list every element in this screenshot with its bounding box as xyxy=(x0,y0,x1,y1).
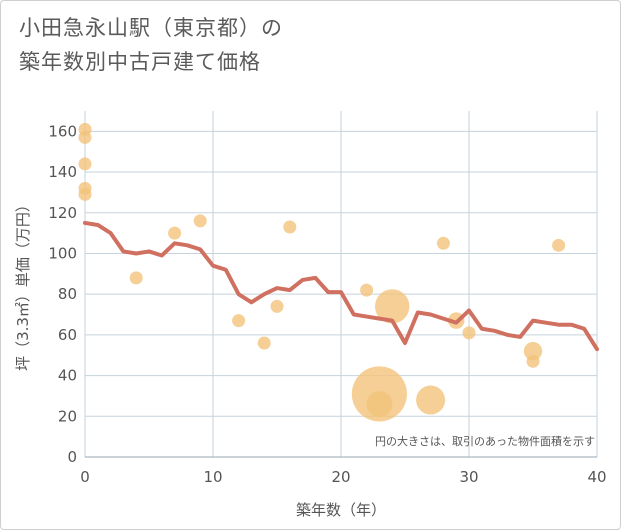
x-tick-label: 40 xyxy=(587,468,606,486)
x-axis-title: 築年数（年） xyxy=(296,501,386,519)
x-tick-label: 0 xyxy=(80,468,90,486)
bubble-point xyxy=(257,336,271,350)
bubble-point xyxy=(78,187,92,201)
bubble-point xyxy=(232,314,246,328)
y-tick-label: 0 xyxy=(67,448,77,466)
size-note: 円の大きさは、取引のあった物件面積を示す xyxy=(375,434,595,448)
bubble-point xyxy=(462,326,476,340)
y-tick-label: 120 xyxy=(48,204,77,222)
series-line xyxy=(83,220,599,352)
tick-layer: 0 20 40 60 80 100 120 140 160 0 10 20 30 40 xyxy=(48,122,606,486)
bubble-point xyxy=(283,220,297,234)
bubble-point xyxy=(375,289,410,324)
bubble-point xyxy=(526,354,540,368)
y-axis-title: 坪（3.3㎡）単価（万円） xyxy=(14,197,32,371)
bubble-point xyxy=(436,236,450,250)
bubble-point xyxy=(360,283,374,297)
bubble-point xyxy=(193,214,207,228)
y-tick-label: 60 xyxy=(58,326,77,344)
x-tick-label: 10 xyxy=(203,468,222,486)
grid-layer xyxy=(84,111,598,458)
y-tick-label: 40 xyxy=(58,367,77,385)
bubble-point xyxy=(168,226,182,240)
chart-title-line1: 小田急永山駅（東京都）の xyxy=(19,16,283,40)
chart-title-line2: 築年数別中古戸建て価格 xyxy=(19,50,261,74)
bubble-point xyxy=(523,341,543,361)
y-tick-label: 140 xyxy=(48,163,77,181)
y-tick-label: 80 xyxy=(58,285,77,303)
bubble-point xyxy=(416,385,446,415)
bubble-layer xyxy=(78,122,566,422)
y-tick-label: 20 xyxy=(58,407,77,425)
bubble-point xyxy=(366,391,393,418)
bubble-point xyxy=(270,299,284,313)
bubble-point xyxy=(552,238,566,252)
y-tick-label: 160 xyxy=(48,122,77,140)
y-tick-label: 100 xyxy=(48,244,77,262)
bubble-point xyxy=(129,271,143,285)
chart-title: 小田急永山駅（東京都）の 築年数別中古戸建て価格 xyxy=(19,11,283,79)
x-tick-label: 20 xyxy=(331,468,350,486)
bubble-point xyxy=(78,157,92,171)
x-tick-label: 30 xyxy=(459,468,478,486)
bubble-point xyxy=(78,130,92,144)
line-layer xyxy=(83,220,599,352)
